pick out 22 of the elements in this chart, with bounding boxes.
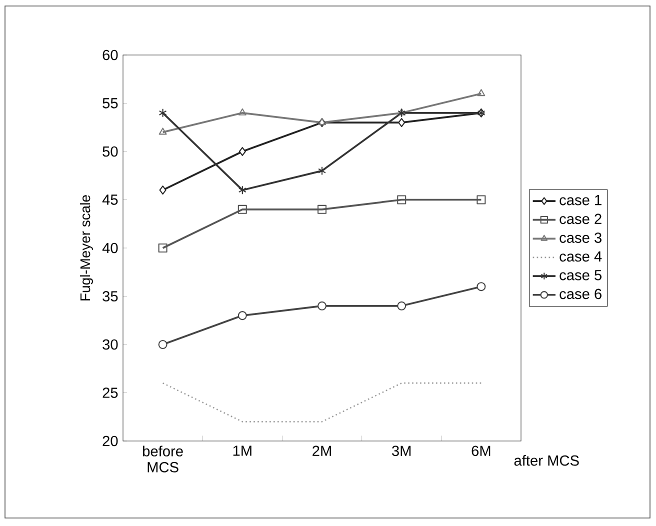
y-axis-title: Fugl-Meyer scale bbox=[80, 195, 93, 300]
y-tick-label: 45 bbox=[102, 194, 118, 205]
y-tick-label: 25 bbox=[102, 388, 118, 398]
legend-label: case 1 bbox=[560, 195, 602, 206]
x-tick-label: 3M bbox=[392, 446, 411, 456]
y-tick-label: 20 bbox=[102, 436, 118, 446]
y-tick-label: 35 bbox=[102, 291, 118, 302]
x-tick-label: 2M bbox=[312, 446, 331, 456]
y-tick-label: 30 bbox=[102, 339, 118, 350]
x-axis-title: after MCS bbox=[514, 455, 579, 466]
legend-label: case 5 bbox=[560, 270, 602, 280]
y-tick-label: 50 bbox=[102, 146, 118, 157]
legend-label: case 3 bbox=[560, 232, 602, 243]
legend-label: case 4 bbox=[560, 251, 602, 262]
y-tick-label: 60 bbox=[102, 50, 118, 60]
x-tick-label: before MCS bbox=[143, 446, 183, 472]
y-tick-label: 40 bbox=[102, 242, 118, 254]
x-tick-label: 1M bbox=[233, 446, 252, 456]
legend-label: case 2 bbox=[560, 214, 602, 224]
x-tick-label: 6M bbox=[472, 446, 490, 456]
y-tick-label: 55 bbox=[102, 98, 118, 108]
legend-label: case 6 bbox=[560, 288, 602, 300]
